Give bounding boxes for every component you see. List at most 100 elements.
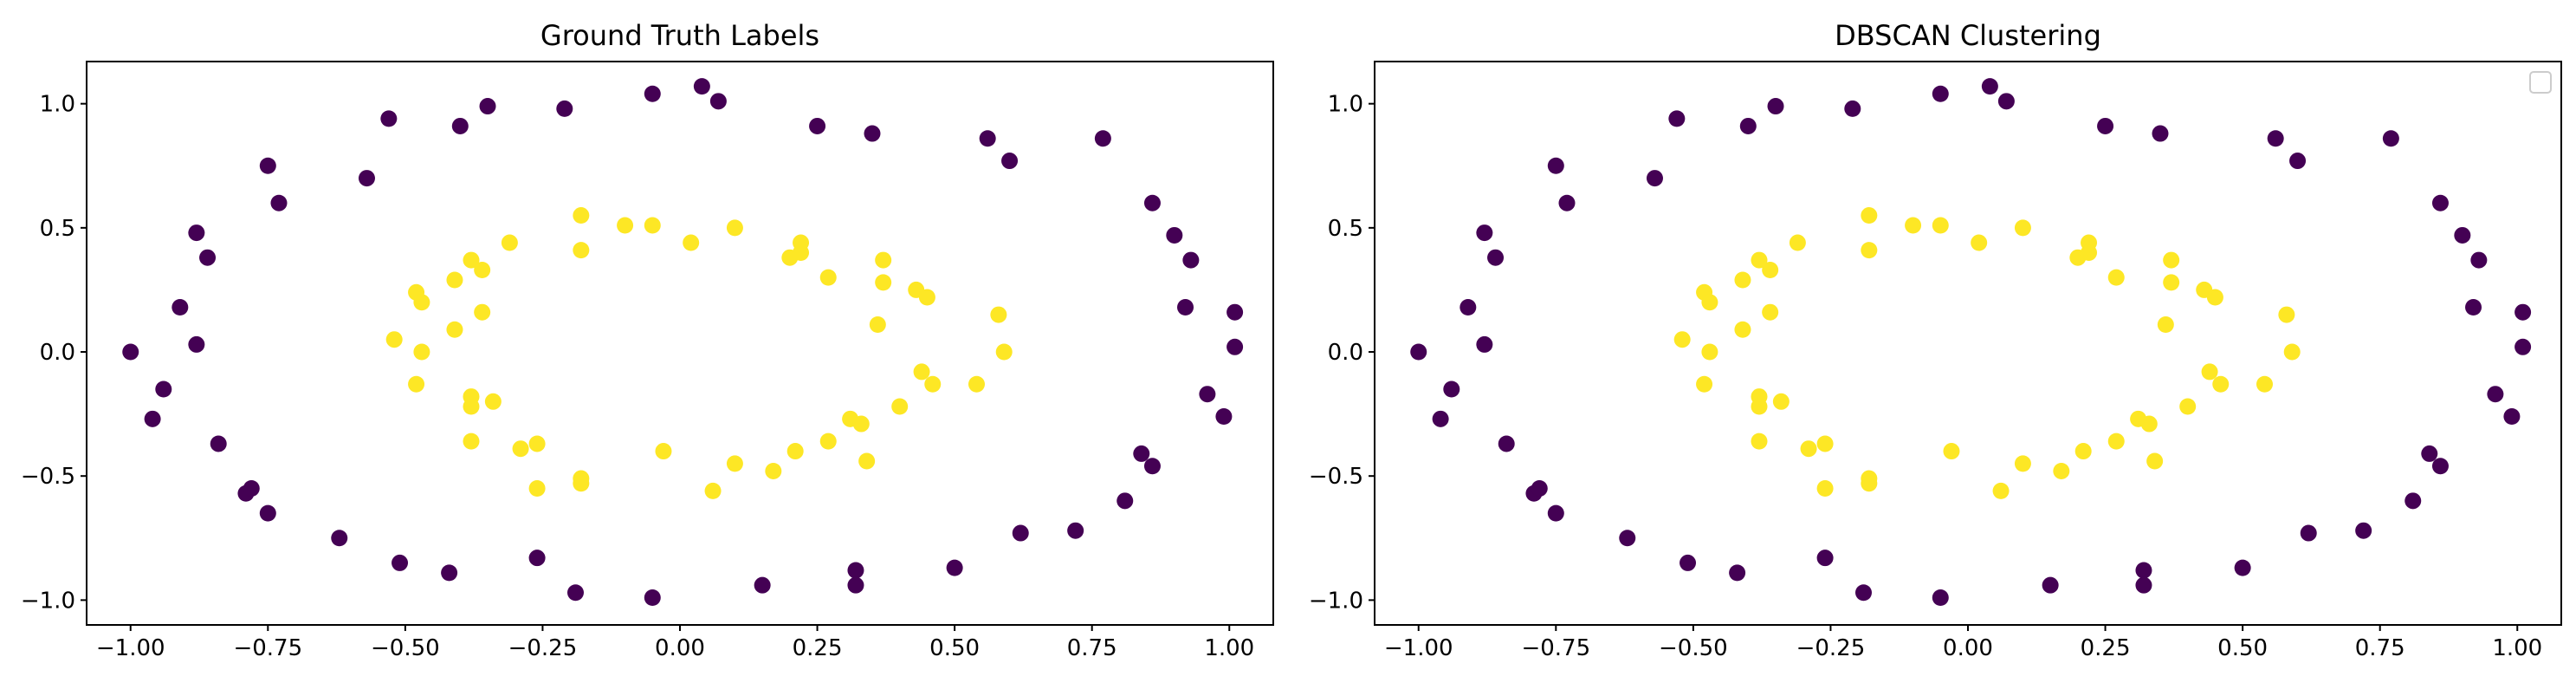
- data-point-inner-cluster: [786, 443, 804, 460]
- y-tick-label: −1.0: [1309, 588, 1363, 614]
- data-point-inner-cluster: [655, 443, 672, 460]
- data-point-inner-cluster: [2256, 375, 2273, 393]
- data-point-inner-cluster: [968, 375, 985, 393]
- data-point-inner-cluster: [474, 303, 491, 321]
- data-point-inner-cluster: [1800, 440, 1817, 458]
- data-point-inner-cluster: [2206, 289, 2223, 306]
- data-point-outer-cluster: [2515, 338, 2532, 355]
- data-point-outer-cluster: [1012, 524, 1029, 542]
- data-point-outer-cluster: [2503, 407, 2521, 425]
- y-tick-label: 0.5: [40, 216, 75, 242]
- y-tick-label: 0.5: [1328, 216, 1363, 242]
- x-tick-label: −0.25: [1796, 635, 1866, 661]
- data-point-outer-cluster: [358, 170, 375, 187]
- data-point-outer-cluster: [1844, 100, 1861, 117]
- data-point-outer-cluster: [1487, 249, 1505, 266]
- data-point-inner-cluster: [1816, 435, 1834, 452]
- data-point-outer-cluster: [1199, 386, 1216, 403]
- data-point-inner-cluster: [446, 321, 463, 338]
- x-tick-label: 0.75: [1067, 635, 1117, 661]
- data-point-inner-cluster: [2014, 455, 2031, 472]
- data-point-outer-cluster: [259, 157, 276, 174]
- data-point-outer-cluster: [2431, 458, 2449, 475]
- data-point-inner-cluster: [1816, 480, 1834, 498]
- data-point-outer-cluster: [270, 194, 288, 211]
- data-point-outer-cluster: [2135, 562, 2152, 579]
- data-point-outer-cluster: [1729, 564, 1746, 582]
- data-point-outer-cluster: [2470, 251, 2488, 269]
- chart-panel-dbscan: DBSCAN Clustering −1.00 −0.75 −0.50 −0.25 0.…: [1309, 19, 2562, 661]
- y-tick-label: 1.0: [40, 92, 75, 118]
- data-point-inner-cluster: [474, 262, 491, 279]
- data-point-outer-cluster: [1166, 226, 1183, 244]
- data-point-outer-cluster: [2152, 125, 2169, 142]
- data-point-inner-cluster: [644, 217, 661, 234]
- data-point-inner-cluster: [704, 482, 722, 499]
- data-point-inner-cluster: [2201, 363, 2218, 381]
- data-point-outer-cluster: [1001, 153, 1019, 170]
- x-tick-label: 0.00: [655, 635, 705, 661]
- data-point-outer-cluster: [1619, 530, 1636, 547]
- data-point-outer-cluster: [2267, 130, 2284, 147]
- data-point-inner-cluster: [1992, 482, 2010, 499]
- data-point-outer-cluster: [693, 78, 710, 95]
- y-tick-label: 0.0: [1328, 340, 1363, 366]
- data-point-outer-cluster: [479, 98, 496, 115]
- data-point-outer-cluster: [946, 559, 963, 576]
- data-point-outer-cluster: [1932, 589, 1949, 607]
- data-point-outer-cluster: [380, 110, 398, 127]
- data-point-outer-cluster: [566, 584, 584, 602]
- data-point-outer-cluster: [1133, 445, 1150, 462]
- data-point-inner-cluster: [528, 480, 546, 498]
- data-point-inner-cluster: [869, 316, 886, 334]
- data-point-outer-cluster: [2135, 576, 2152, 594]
- x-tick-label: 0.25: [2081, 635, 2131, 661]
- data-point-inner-cluster: [1905, 217, 1922, 234]
- data-point-outer-cluster: [2042, 576, 2059, 594]
- y-axis-ticks: −1.0 −0.5 0.0 0.5 1.0: [21, 92, 87, 614]
- data-point-outer-cluster: [1668, 110, 1686, 127]
- data-point-inner-cluster: [875, 251, 892, 269]
- data-point-outer-cluster: [2355, 522, 2372, 539]
- data-point-inner-cluster: [463, 251, 480, 269]
- data-point-inner-cluster: [852, 415, 870, 433]
- data-point-inner-cluster: [726, 219, 743, 237]
- data-point-outer-cluster: [1816, 550, 1834, 567]
- data-point-outer-cluster: [847, 576, 864, 594]
- data-point-outer-cluster: [1410, 343, 1427, 361]
- data-point-inner-cluster: [1696, 375, 1713, 393]
- data-point-inner-cluster: [1701, 343, 1718, 361]
- data-point-inner-cluster: [1734, 321, 1751, 338]
- data-point-outer-cluster: [644, 85, 661, 102]
- data-point-outer-cluster: [1680, 554, 1697, 571]
- data-point-inner-cluster: [2163, 274, 2180, 291]
- chart-panel-ground-truth: Ground Truth Labels −1.00 −0.75 −0.50 −0.25…: [21, 19, 1274, 661]
- data-point-inner-cluster: [1861, 475, 1878, 492]
- data-point-inner-cluster: [573, 242, 590, 259]
- x-tick-label: 0.50: [2217, 635, 2268, 661]
- data-point-outer-cluster: [754, 576, 771, 594]
- data-point-inner-cluster: [573, 475, 590, 492]
- data-point-outer-cluster: [556, 100, 573, 117]
- data-point-outer-cluster: [1558, 194, 1576, 211]
- x-axis-ticks: −1.00 −0.75 −0.50 −0.25 0.00 0.25 0.50 0.75 1.00: [1384, 625, 2542, 661]
- data-point-inner-cluster: [1751, 251, 1768, 269]
- x-axis-ticks: −1.00 −0.75 −0.50 −0.25 0.00 0.25 0.50 0.75 1.00: [96, 625, 1254, 661]
- data-point-outer-cluster: [644, 589, 661, 607]
- data-point-inner-cluster: [875, 274, 892, 291]
- data-point-inner-cluster: [413, 343, 430, 361]
- data-point-outer-cluster: [1547, 504, 1564, 522]
- data-point-inner-cluster: [385, 331, 403, 348]
- data-point-outer-cluster: [1177, 298, 1194, 315]
- data-point-inner-cluster: [765, 462, 782, 479]
- data-point-inner-cluster: [1861, 242, 1878, 259]
- data-point-inner-cluster: [2179, 398, 2197, 415]
- data-point-outer-cluster: [1227, 338, 1244, 355]
- data-point-outer-cluster: [188, 335, 205, 353]
- data-point-inner-cluster: [913, 363, 930, 381]
- data-point-outer-cluster: [864, 125, 881, 142]
- data-point-outer-cluster: [1498, 435, 1515, 452]
- data-point-outer-cluster: [2234, 559, 2251, 576]
- data-point-inner-cluster: [617, 217, 634, 234]
- data-point-inner-cluster: [413, 294, 430, 311]
